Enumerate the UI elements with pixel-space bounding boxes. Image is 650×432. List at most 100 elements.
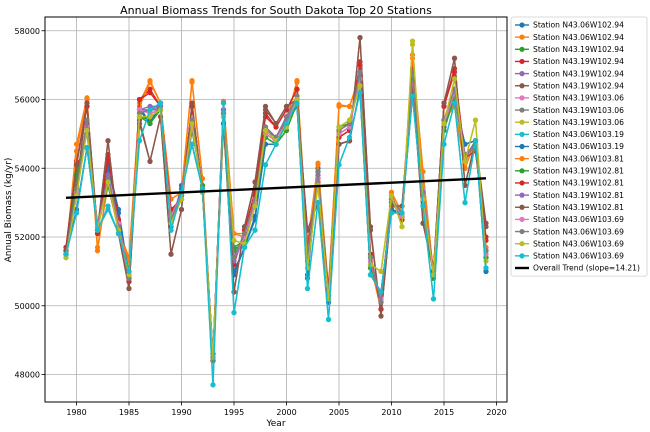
x-axis: 1980 1985 1990 1995 2000 2005 2010 2015 2020 [66, 402, 507, 417]
legend-entry: Station N43.06W103.81 [515, 154, 624, 163]
data-point [199, 186, 206, 192]
x-tick-label: 1980 [66, 408, 86, 417]
data-point [115, 230, 122, 237]
legend-swatch-marker [519, 131, 525, 137]
data-point [304, 285, 311, 292]
data-point [441, 120, 447, 127]
legend-label: Station N43.19W102.81 [533, 203, 624, 212]
legend-entry: Station N43.06W103.19 [515, 142, 624, 151]
legend-swatch-marker [519, 22, 525, 28]
legend-entry: Station N43.06W103.69 [515, 252, 624, 261]
y-tick-label: 58000 [15, 27, 40, 36]
data-point [241, 244, 248, 250]
data-point [451, 55, 458, 61]
data-point [94, 244, 101, 250]
data-point [105, 179, 111, 185]
legend-entry: Station N43.19W102.94 [515, 57, 624, 66]
data-point [63, 251, 69, 257]
data-point [357, 90, 363, 96]
legend: Station N43.06W102.94 Station N43.06W102.… [510, 16, 648, 277]
data-point [283, 103, 290, 109]
legend-label: Station N43.19W102.94 [533, 69, 624, 78]
x-tick-label: 1990 [171, 408, 191, 417]
data-point [388, 193, 395, 199]
legend-entry: Station N43.19W102.81 [515, 167, 624, 176]
legend-swatch-marker [519, 192, 525, 198]
legend-swatch-marker [519, 83, 525, 89]
legend-label: Station N43.06W102.94 [533, 33, 624, 42]
y-tick-label: 48000 [15, 371, 40, 380]
x-tick-label: 2000 [276, 408, 296, 417]
data-point [147, 90, 153, 96]
data-point [367, 272, 374, 278]
legend-label: Station N43.06W103.69 [533, 252, 624, 261]
legend-swatch-marker [519, 241, 525, 247]
legend-swatch-marker [519, 71, 525, 77]
data-point [357, 35, 363, 41]
data-point [357, 69, 363, 75]
data-point [315, 169, 321, 175]
data-point [336, 124, 342, 130]
data-point [231, 255, 237, 261]
legend-entry: Station N43.19W103.06 [515, 118, 624, 127]
legend-entry: Station N43.19W102.81 [515, 191, 624, 200]
data-point [430, 296, 437, 302]
data-point [462, 158, 468, 164]
data-point [241, 230, 248, 237]
data-point [147, 158, 153, 164]
legend-label: Station N43.19W102.94 [533, 81, 624, 90]
legend-swatch-marker [519, 180, 525, 186]
data-point [73, 162, 80, 168]
data-point [346, 134, 353, 140]
data-point [73, 210, 80, 216]
data-point [73, 148, 80, 154]
legend-swatch-marker [519, 58, 525, 65]
data-point [483, 265, 489, 271]
legend-swatch-marker [519, 34, 525, 40]
series-18 [63, 38, 489, 360]
data-point [451, 100, 458, 106]
data-point [189, 141, 195, 147]
data-point [84, 145, 90, 151]
legend-label: Station N43.19W102.94 [533, 45, 624, 54]
data-point [273, 141, 279, 147]
legend-swatch-marker [519, 204, 525, 210]
series-19 [63, 90, 489, 388]
data-point [294, 100, 300, 106]
legend-entry: Station N43.19W102.81 [515, 203, 624, 212]
data-point [220, 100, 227, 106]
data-point [126, 285, 132, 292]
data-point [283, 120, 290, 127]
y-axis: 48000 50000 52000 54000 56000 58000 [15, 27, 45, 380]
legend-label: Station N43.06W103.19 [533, 130, 624, 139]
series-9 [63, 90, 489, 388]
series-layer [63, 35, 489, 388]
data-point [409, 93, 416, 99]
data-point [388, 210, 395, 216]
data-point [336, 103, 342, 109]
data-point [451, 76, 458, 82]
legend-box [510, 16, 648, 277]
legend-entry-trend: Overall Trend (slope=14.21) [515, 264, 640, 273]
data-point [168, 251, 174, 257]
legend-swatch-marker [519, 46, 525, 52]
legend-swatch-marker [519, 156, 525, 162]
legend-label: Station N43.19W103.06 [533, 106, 624, 115]
data-point [189, 79, 195, 85]
data-point [136, 138, 143, 144]
legend-label: Station N43.19W102.94 [533, 57, 624, 66]
legend-swatch-marker [519, 119, 525, 125]
chart-title: Annual Biomass Trends for South Dakota T… [120, 4, 432, 17]
legend-entry: Station N43.19W102.94 [515, 69, 624, 78]
data-point [346, 117, 353, 123]
legend-entry: Station N43.19W102.94 [515, 45, 624, 54]
data-point [336, 162, 342, 168]
y-tick-label: 56000 [15, 96, 40, 105]
x-tick-label: 1995 [224, 408, 244, 417]
data-point [357, 83, 363, 89]
data-point [231, 310, 237, 316]
legend-swatch-marker [519, 228, 525, 235]
legend-entry: Station N43.06W103.69 [515, 239, 624, 248]
data-point [147, 120, 153, 127]
data-point [84, 100, 90, 106]
